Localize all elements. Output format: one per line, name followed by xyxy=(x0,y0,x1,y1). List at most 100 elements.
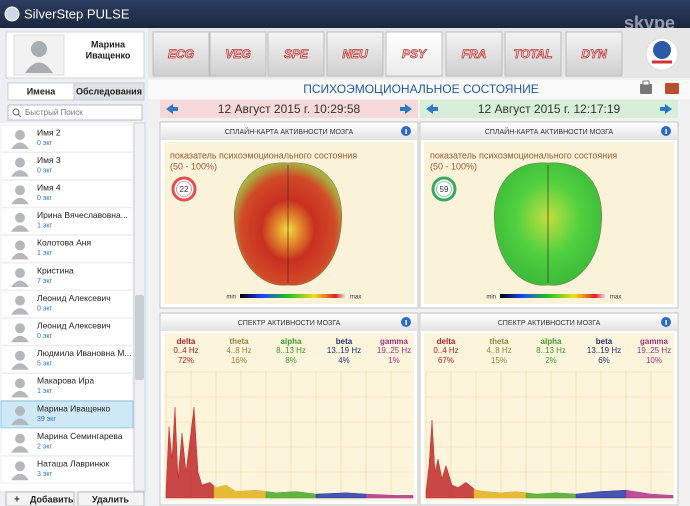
panel-title: СПЛАЙН-КАРТА АКТИВНОСТИ МОЗГА xyxy=(225,127,354,136)
panel-header xyxy=(421,123,677,140)
date-bar xyxy=(420,100,678,118)
prev-arrow[interactable] xyxy=(426,104,438,114)
module-tab[interactable] xyxy=(445,31,503,77)
patient-ecg-count: 1 экг xyxy=(37,223,52,230)
patient-ecg-count: 1 экг xyxy=(37,388,52,395)
patient-ecg-count: 0 экг xyxy=(37,305,52,312)
panel-header xyxy=(161,314,417,331)
module-tab-label: NEU xyxy=(342,47,368,61)
band-range: 8..13 Hz xyxy=(276,346,306,355)
indicator-range: (50 - 100%) xyxy=(430,161,477,171)
patient-ecg-count: 0 экг xyxy=(37,167,52,174)
indicator-label: показатель психоэмоционального состояния xyxy=(170,150,357,160)
app-logo xyxy=(4,6,20,22)
band-share: 4% xyxy=(338,356,350,365)
next-arrow[interactable] xyxy=(400,104,412,114)
band-share: 6% xyxy=(598,356,610,365)
button-label: Добавить xyxy=(30,494,74,504)
scale-min: min xyxy=(226,295,236,301)
band-range: 13..19 Hz xyxy=(327,346,361,355)
band-name: beta xyxy=(596,337,613,346)
session-date: 12 Август 2015 г. 12:17:19 xyxy=(478,102,621,116)
panel-title: СПЕКТР АКТИВНОСТИ МОЗГА xyxy=(238,320,341,327)
color-scale xyxy=(240,294,346,298)
patient-ecg-count: 5 экг xyxy=(37,361,52,368)
patient-ecg-count: 3 экг xyxy=(37,471,52,478)
module-tab[interactable] xyxy=(267,31,325,77)
module-tab[interactable] xyxy=(385,31,443,77)
band-name: alpha xyxy=(281,337,302,346)
band-share: 16% xyxy=(231,356,247,365)
patient-name: Ирина Вячеславовна... xyxy=(37,210,128,220)
delete-button[interactable] xyxy=(77,491,145,506)
module-tab-label: FRA xyxy=(462,47,487,61)
module-tab-label: VEG xyxy=(225,47,250,61)
window-title: SilverStep PULSE xyxy=(24,6,130,21)
search-placeholder: Быстрый Поиск xyxy=(25,108,83,117)
panel-title: СПЛАЙН-КАРТА АКТИВНОСТИ МОЗГА xyxy=(485,127,614,136)
band-name: theta xyxy=(489,337,509,346)
band-name: alpha xyxy=(541,337,562,346)
user-last-name: Иващенко xyxy=(86,50,131,60)
patient-name: Марина Иващенко xyxy=(37,403,111,413)
band-name: beta xyxy=(336,337,353,346)
band-share: 1% xyxy=(388,356,400,365)
scale-max: max xyxy=(350,295,361,301)
module-tab-label: TOTAL xyxy=(514,47,553,61)
patient-name: Людмила Ивановна М... xyxy=(37,348,132,358)
color-scale xyxy=(500,294,606,298)
patient-name: Макарова Ира xyxy=(37,376,94,386)
module-tab-label: DYN xyxy=(581,47,607,61)
panel-header xyxy=(421,314,677,331)
spectrum-band-area xyxy=(425,419,475,499)
scale-min: min xyxy=(486,295,496,301)
panel-title: СПЕКТР АКТИВНОСТИ МОЗГА xyxy=(498,320,601,327)
band-name: gamma xyxy=(380,337,409,346)
band-range: 13..19 Hz xyxy=(587,346,621,355)
spectrum-plot xyxy=(424,333,674,501)
print-icon[interactable] xyxy=(640,84,652,94)
module-tab[interactable] xyxy=(209,31,267,77)
patient-ecg-count: 2 экг xyxy=(37,443,52,450)
panel-header xyxy=(161,123,417,140)
module-tab-label: ECG xyxy=(168,47,194,61)
spectrum-band-area xyxy=(625,489,674,499)
add-button[interactable] xyxy=(5,491,75,506)
scroll-thumb[interactable] xyxy=(135,295,144,380)
spectrum-band-area xyxy=(525,492,577,499)
band-share: 2% xyxy=(545,356,557,365)
indicator-range: (50 - 100%) xyxy=(170,161,217,171)
patient-ecg-count: 39 экг xyxy=(37,416,56,423)
search-box[interactable] xyxy=(7,104,143,121)
patient-ecg-count: 0 экг xyxy=(37,140,52,147)
patient-name: Леонид Алексевич xyxy=(37,320,111,330)
tab-label: Обследования xyxy=(76,86,142,96)
tab-label: Имена xyxy=(27,86,57,96)
next-arrow[interactable] xyxy=(660,104,672,114)
button-label: Удалить xyxy=(92,494,129,504)
patient-name: Кристина xyxy=(37,265,74,275)
spectrum-band-area xyxy=(365,493,414,499)
tab-exams[interactable] xyxy=(73,82,145,101)
title-bar xyxy=(0,0,690,28)
band-name: delta xyxy=(177,337,196,346)
scale-max: max xyxy=(610,295,621,301)
module-tab[interactable] xyxy=(152,31,210,77)
prev-arrow[interactable] xyxy=(166,104,178,114)
patient-name: Леонид Алексевич xyxy=(37,293,111,303)
module-tab[interactable] xyxy=(326,31,384,77)
band-range: 4..8 Hz xyxy=(486,346,511,355)
band-range: 0..4 Hz xyxy=(433,346,458,355)
indicator-value: 59 xyxy=(440,185,449,194)
module-tab[interactable] xyxy=(565,31,623,77)
book-icon[interactable] xyxy=(665,83,679,94)
watermark: skype xyxy=(624,13,675,33)
module-tab[interactable] xyxy=(504,31,562,77)
patient-ecg-count: 7 экг xyxy=(37,278,52,285)
patient-ecg-count: 0 экг xyxy=(37,333,52,340)
band-name: delta xyxy=(437,337,456,346)
spectrum-band-area xyxy=(575,489,627,499)
band-share: 8% xyxy=(285,356,297,365)
indicator-label: показатель психоэмоционального состояния xyxy=(430,150,617,160)
